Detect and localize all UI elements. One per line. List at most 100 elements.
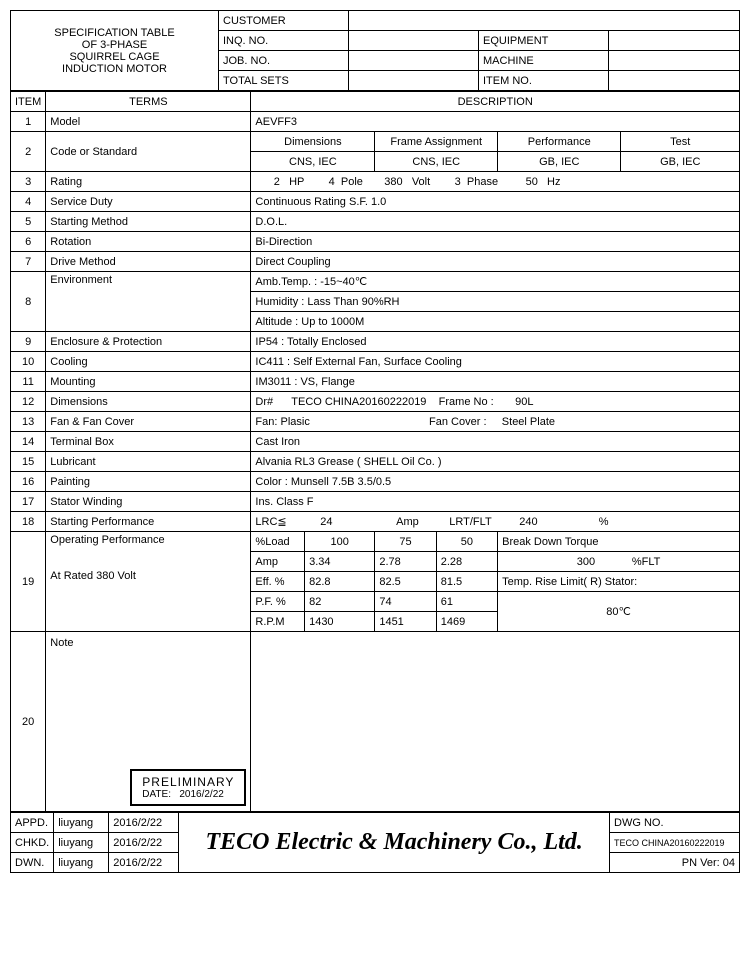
desc-1: AEVFF3 (251, 112, 740, 132)
trl: Temp. Rise Limit( R) Stator: (498, 572, 740, 592)
pn-ver: PN Ver: 04 (610, 853, 740, 873)
hdr-machine-l: MACHINE (479, 51, 609, 71)
term-9: Enclosure & Protection (46, 332, 251, 352)
preliminary-stamp: PRELIMINARY DATE: 2016/2/22 (130, 769, 246, 806)
item-no: 20 (11, 632, 46, 812)
op-r3-v0: 82 (305, 592, 375, 612)
term-2: Code or Standard (46, 132, 251, 172)
fan-l: Fan: (255, 416, 277, 428)
hdr-job-v (349, 51, 479, 71)
hdr-equip-l: EQUIPMENT (479, 31, 609, 51)
hdr-customer-l: CUSTOMER (219, 11, 349, 31)
lrc-l: LRC≦ (255, 516, 286, 528)
col-item: ITEM (11, 92, 46, 112)
item-no: 5 (11, 212, 46, 232)
rating-pole-l: Pole (341, 176, 363, 188)
desc-9: IP54 : Totally Enclosed (251, 332, 740, 352)
dim-drl: Dr# (255, 396, 273, 408)
rating-volt: 380 (384, 176, 402, 188)
fan-v: Plasic (281, 416, 310, 428)
lrc-v: 24 (320, 516, 332, 528)
lrt-u: % (599, 516, 609, 528)
lrt-v: 240 (519, 516, 537, 528)
title-l3: SQUIRREL CAGE (15, 51, 214, 63)
rating-hp: 2 (274, 176, 280, 188)
dim-fnv: 90L (515, 396, 533, 408)
hdr-customer-v (349, 11, 740, 31)
item-no: 11 (11, 372, 46, 392)
col-desc: DESCRIPTION (251, 92, 740, 112)
term-14: Terminal Box (46, 432, 251, 452)
hdr-total-l: TOTAL SETS (219, 71, 349, 91)
item-no: 2 (11, 132, 46, 172)
op-r4-l: R.P.M (251, 612, 305, 632)
desc-13: Fan: Plasic Fan Cover : Steel Plate (251, 412, 740, 432)
cs-perf-h: Performance (498, 132, 621, 152)
cs-perf-v: GB, IEC (498, 152, 621, 172)
item-no: 13 (11, 412, 46, 432)
header-table: SPECIFICATION TABLE OF 3-PHASE SQUIRREL … (10, 10, 740, 91)
item-no: 10 (11, 352, 46, 372)
desc-18: LRC≦ 24 Amp LRT/FLT 240 % (251, 512, 740, 532)
env-r1: Amb.Temp. : -15~40℃ (251, 272, 740, 292)
bdt-l: Break Down Torque (498, 532, 740, 552)
term-10: Cooling (46, 352, 251, 372)
item-no: 1 (11, 112, 46, 132)
op-r4-v1: 1451 (375, 612, 436, 632)
op-r1-v0: 3.34 (305, 552, 375, 572)
hdr-inq-v (349, 31, 479, 51)
op-r2-v2: 81.5 (436, 572, 497, 592)
term-7: Drive Method (46, 252, 251, 272)
hdr-item-l: ITEM NO. (479, 71, 609, 91)
op-r3-v1: 74 (375, 592, 436, 612)
chkd-n: liuyang (54, 833, 109, 853)
term-18: Starting Performance (46, 512, 251, 532)
cs-dim-h: Dimensions (251, 132, 375, 152)
env-r3: Altitude : Up to 1000M (251, 312, 740, 332)
term-1: Model (46, 112, 251, 132)
rating-hz: 50 (526, 176, 538, 188)
item-no: 16 (11, 472, 46, 492)
op-r1-l: Amp (251, 552, 305, 572)
dwg-l: DWG NO. (610, 813, 740, 833)
hdr-total-v (349, 71, 479, 91)
cs-test-v: GB, IEC (621, 152, 740, 172)
term-5: Starting Method (46, 212, 251, 232)
appd-n: liuyang (54, 813, 109, 833)
term-11: Mounting (46, 372, 251, 392)
cs-dim-v: CNS, IEC (251, 152, 375, 172)
cs-test-h: Test (621, 132, 740, 152)
rating-hz-l: Hz (547, 176, 560, 188)
company-name: TECO Electric & Machinery Co., Ltd. (179, 813, 610, 873)
dwg-no: TECO CHINA20160222019 (610, 833, 740, 853)
cs-frame-h: Frame Assignment (375, 132, 498, 152)
spec-sheet: SPECIFICATION TABLE OF 3-PHASE SQUIRREL … (10, 10, 740, 873)
dim-fnl: Frame No : (439, 396, 494, 408)
desc-16: Color : Munsell 7.5B 3.5/0.5 (251, 472, 740, 492)
dwn-n: liuyang (54, 853, 109, 873)
lrc-m: Amp (396, 516, 419, 528)
prelim-date-l: DATE: (142, 789, 171, 800)
lrt-l: LRT/FLT (449, 516, 491, 528)
rating-volt-l: Volt (412, 176, 430, 188)
term-13: Fan & Fan Cover (46, 412, 251, 432)
term-6: Rotation (46, 232, 251, 252)
op-r2-l: Eff. % (251, 572, 305, 592)
item-no: 8 (11, 272, 46, 332)
hdr-inq-l: INQ. NO. (219, 31, 349, 51)
term-17: Stator Winding (46, 492, 251, 512)
op-r1-v2: 2.28 (436, 552, 497, 572)
col-terms: TERMS (46, 92, 251, 112)
op-perf-sub: At Rated 380 Volt (50, 570, 136, 582)
rating-pole: 4 (329, 176, 335, 188)
rating-phase-l: Phase (467, 176, 498, 188)
desc-15: Alvania RL3 Grease ( SHELL Oil Co. ) (251, 452, 740, 472)
hdr-item-v (609, 71, 740, 91)
item-no: 7 (11, 252, 46, 272)
desc-3: 2 HP 4 Pole 380 Volt 3 Phase 50 Hz (251, 172, 740, 192)
op-r3-l: P.F. % (251, 592, 305, 612)
desc-11: IM3011 : VS, Flange (251, 372, 740, 392)
op-h0: %Load (251, 532, 305, 552)
term-4: Service Duty (46, 192, 251, 212)
rating-phase: 3 (455, 176, 461, 188)
